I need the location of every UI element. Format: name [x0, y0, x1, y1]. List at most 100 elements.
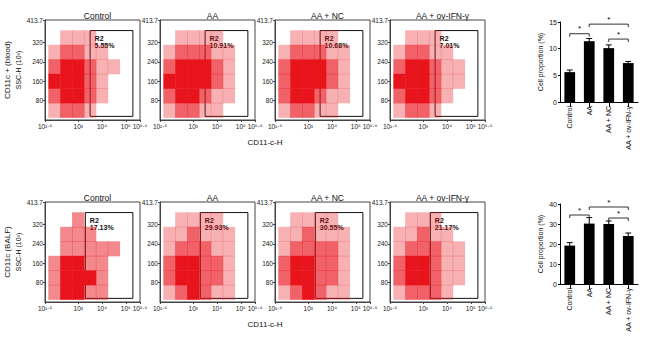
- svg-text:0: 0: [553, 281, 557, 288]
- svg-text:10¹·⁶: 10¹·⁶: [383, 305, 398, 312]
- svg-text:AA: AA: [207, 11, 219, 21]
- svg-text:10⁵: 10⁵: [236, 123, 246, 130]
- svg-text:CD11c + (blood): CD11c + (blood): [3, 41, 12, 99]
- svg-text:10⁵: 10⁵: [466, 123, 476, 130]
- svg-text:10: 10: [549, 45, 557, 52]
- svg-text:AA + NC: AA + NC: [311, 11, 344, 21]
- svg-text:80: 80: [151, 97, 159, 104]
- svg-text:240: 240: [262, 58, 273, 65]
- svg-text:Control: Control: [566, 288, 573, 311]
- svg-text:AA + ov-IFN-γ: AA + ov-IFN-γ: [416, 11, 470, 21]
- svg-text:10⁵·⁶: 10⁵·⁶: [363, 305, 378, 312]
- svg-text:10¹·⁶: 10¹·⁶: [153, 305, 168, 312]
- svg-text:240: 240: [377, 58, 388, 65]
- svg-text:SSC-H (10³): SSC-H (10³): [15, 233, 23, 272]
- svg-text:320: 320: [32, 221, 43, 228]
- svg-text:15: 15: [549, 19, 557, 26]
- svg-text:5: 5: [553, 72, 557, 79]
- svg-text:AA + NC: AA + NC: [605, 288, 612, 315]
- svg-text:160: 160: [262, 260, 273, 267]
- svg-text:80: 80: [151, 279, 159, 286]
- svg-text:10³: 10³: [304, 123, 314, 130]
- svg-text:413.7: 413.7: [372, 17, 389, 24]
- svg-text:10⁵: 10⁵: [351, 123, 361, 130]
- svg-text:20: 20: [549, 241, 557, 248]
- svg-text:80: 80: [36, 97, 44, 104]
- svg-text:30: 30: [549, 221, 557, 228]
- svg-text:10¹·⁶: 10¹·⁶: [38, 305, 53, 312]
- svg-text:10⁴: 10⁴: [212, 123, 222, 130]
- svg-text:10³: 10³: [419, 305, 429, 312]
- svg-text:*: *: [578, 24, 581, 33]
- svg-text:240: 240: [377, 240, 388, 247]
- svg-text:160: 160: [147, 78, 158, 85]
- svg-text:10⁴: 10⁴: [212, 305, 222, 312]
- svg-text:240: 240: [32, 240, 43, 247]
- svg-text:160: 160: [262, 78, 273, 85]
- svg-text:Cell proportion (%): Cell proportion (%): [537, 33, 545, 91]
- svg-text:80: 80: [36, 279, 44, 286]
- svg-text:10⁵·⁶: 10⁵·⁶: [133, 305, 148, 312]
- svg-text:80: 80: [381, 279, 389, 286]
- svg-text:10³: 10³: [74, 305, 84, 312]
- svg-text:AA + ov-IFN-γ: AA + ov-IFN-γ: [416, 193, 470, 203]
- svg-text:160: 160: [32, 78, 43, 85]
- svg-text:10³: 10³: [189, 123, 199, 130]
- svg-text:10⁵: 10⁵: [236, 305, 246, 312]
- svg-text:320: 320: [147, 39, 158, 46]
- svg-text:Cell proportion (%): Cell proportion (%): [537, 215, 545, 273]
- svg-text:10⁵·⁶: 10⁵·⁶: [478, 305, 493, 312]
- svg-text:10³: 10³: [304, 305, 314, 312]
- svg-text:10⁴: 10⁴: [327, 123, 337, 130]
- svg-text:AA + ov-IFN-γ: AA + ov-IFN-γ: [625, 288, 633, 332]
- svg-text:320: 320: [262, 221, 273, 228]
- svg-text:Control: Control: [84, 11, 112, 21]
- svg-text:10⁴: 10⁴: [327, 305, 337, 312]
- svg-text:AA + NC: AA + NC: [311, 193, 344, 203]
- svg-text:320: 320: [377, 39, 388, 46]
- svg-text:10⁵: 10⁵: [466, 305, 476, 312]
- svg-text:10¹·⁶: 10¹·⁶: [383, 123, 398, 130]
- svg-text:240: 240: [32, 58, 43, 65]
- svg-text:10: 10: [549, 261, 557, 268]
- svg-text:AA + NC: AA + NC: [605, 106, 612, 133]
- svg-text:AA: AA: [207, 193, 219, 203]
- svg-text:413.7: 413.7: [372, 199, 389, 206]
- svg-text:10¹·⁶: 10¹·⁶: [268, 123, 283, 130]
- svg-text:10⁵·⁶: 10⁵·⁶: [248, 123, 263, 130]
- svg-text:10⁵·⁶: 10⁵·⁶: [248, 305, 263, 312]
- svg-text:80: 80: [266, 97, 274, 104]
- svg-text:413.7: 413.7: [27, 199, 44, 206]
- svg-text:Control: Control: [566, 106, 573, 129]
- svg-text:240: 240: [262, 240, 273, 247]
- svg-text:40: 40: [549, 201, 557, 208]
- svg-text:413.7: 413.7: [142, 199, 159, 206]
- svg-text:413.7: 413.7: [257, 17, 274, 24]
- svg-text:240: 240: [147, 240, 158, 247]
- svg-text:10¹·⁶: 10¹·⁶: [38, 123, 53, 130]
- svg-text:CD11-c-H: CD11-c-H: [248, 138, 283, 147]
- svg-text:10³: 10³: [419, 123, 429, 130]
- svg-text:160: 160: [377, 78, 388, 85]
- svg-text:10⁵·⁶: 10⁵·⁶: [363, 123, 378, 130]
- svg-text:413.7: 413.7: [142, 17, 159, 24]
- svg-text:*: *: [607, 15, 610, 24]
- svg-text:AA: AA: [586, 288, 593, 298]
- svg-text:10³: 10³: [189, 305, 199, 312]
- svg-text:160: 160: [32, 260, 43, 267]
- svg-text:413.7: 413.7: [27, 17, 44, 24]
- svg-text:10⁴: 10⁴: [97, 123, 107, 130]
- svg-text:CD11-c-H: CD11-c-H: [248, 320, 283, 329]
- svg-text:320: 320: [377, 221, 388, 228]
- svg-text:*: *: [617, 30, 620, 39]
- svg-text:CD11c (BALF): CD11c (BALF): [3, 226, 12, 278]
- svg-text:320: 320: [32, 39, 43, 46]
- svg-text:SSC-H (10³): SSC-H (10³): [15, 51, 23, 90]
- svg-text:*: *: [607, 198, 610, 207]
- svg-text:0: 0: [553, 99, 557, 106]
- svg-text:10⁴: 10⁴: [442, 305, 452, 312]
- svg-text:80: 80: [381, 97, 389, 104]
- svg-text:413.7: 413.7: [257, 199, 274, 206]
- svg-text:80: 80: [266, 279, 274, 286]
- svg-text:10⁵·⁶: 10⁵·⁶: [133, 123, 148, 130]
